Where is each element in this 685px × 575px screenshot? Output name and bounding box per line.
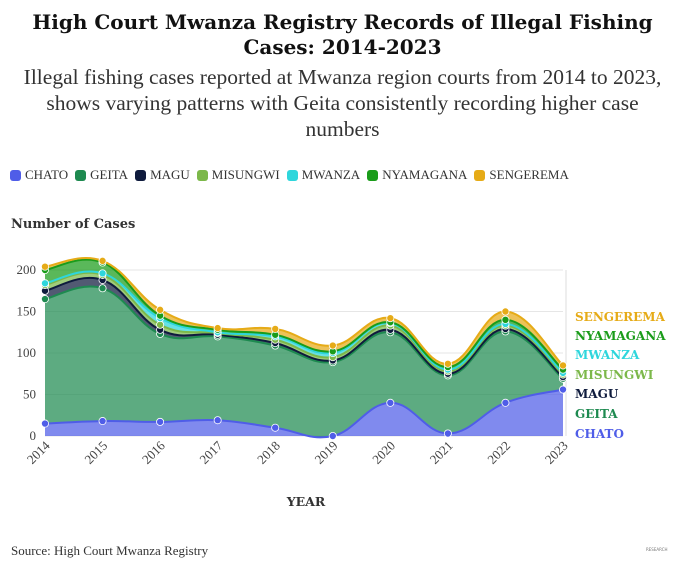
line-chato — [44, 388, 564, 439]
point-chato-2017[interactable] — [213, 416, 222, 425]
y-tick-label: 0 — [30, 428, 37, 443]
source-note: Source: High Court Mwanza Registry — [11, 543, 209, 558]
point-sengerema-2016[interactable] — [156, 305, 165, 314]
y-tick-label: 200 — [17, 262, 37, 277]
legend-label: MWANZA — [301, 167, 361, 182]
x-tick-label: 2018 — [254, 438, 283, 467]
legend-item-nyamagana[interactable]: NYAMAGANA — [367, 167, 467, 183]
point-chato-2019[interactable] — [328, 431, 337, 440]
point-sengerema-2014[interactable] — [41, 262, 50, 271]
legend-swatch — [10, 169, 21, 181]
point-nyamagana-2022[interactable] — [501, 315, 510, 324]
x-tick-label: 2021 — [427, 438, 456, 467]
point-sengerema-2017[interactable] — [213, 324, 222, 333]
chart-title: High Court Mwanza Registry Records of Il… — [32, 10, 653, 59]
watermark: RESEARCH — [646, 547, 668, 552]
x-tick-label: 2022 — [484, 438, 513, 467]
legend-item-sengerema[interactable]: SENGEREMA — [474, 167, 569, 183]
area-chato[interactable] — [45, 389, 563, 438]
point-geita-2015[interactable] — [98, 284, 107, 293]
x-tick-label: 2019 — [312, 438, 341, 467]
legend-label: MISUNGWI — [211, 167, 280, 182]
line-magu — [44, 276, 564, 378]
end-label-misungwi: MISUNGWI — [575, 368, 654, 382]
legend-item-magu[interactable]: MAGU — [135, 167, 190, 183]
x-tick-label: 2017 — [196, 438, 225, 467]
legend-label: MAGU — [150, 167, 190, 182]
point-mwanza-2014[interactable] — [41, 279, 50, 288]
legend-swatch — [75, 169, 87, 181]
chart-legend: CHATO GEITA MAGU MISUNGWI MWANZA NYAMAGANA SEN… — [10, 165, 576, 185]
point-chato-2016[interactable] — [156, 417, 165, 426]
point-mwanza-2015[interactable] — [98, 269, 107, 278]
chart-subtitle: Illegal fishing cases reported at Mwanza… — [23, 65, 662, 141]
y-axis-label: Number of Cases — [11, 217, 136, 232]
point-chato-2023[interactable] — [559, 385, 568, 394]
x-tick-label: 2015 — [81, 438, 110, 467]
point-chato-2021[interactable] — [443, 429, 452, 438]
point-chato-2014[interactable] — [41, 419, 50, 428]
x-axis-label: YEAR — [286, 494, 326, 509]
legend-swatch — [135, 169, 147, 181]
legend-swatch — [474, 169, 486, 181]
legend-item-geita[interactable]: GEITA — [75, 167, 128, 183]
point-chato-2022[interactable] — [501, 398, 510, 407]
legend-swatch — [196, 169, 208, 181]
x-tick-label: 2014 — [24, 438, 53, 467]
area-nyamagana[interactable] — [45, 259, 563, 373]
point-sengerema-2015[interactable] — [98, 256, 107, 265]
area-geita[interactable] — [45, 286, 563, 438]
line-sengerema — [44, 256, 564, 367]
end-label-chato: CHATO — [575, 427, 624, 441]
legend-label: NYAMAGANA — [382, 167, 468, 182]
y-tick-label: 150 — [17, 304, 37, 319]
y-tick-label: 100 — [17, 345, 37, 360]
end-label-geita: GEITA — [575, 407, 618, 421]
y-tick-label: 50 — [23, 387, 36, 402]
legend-item-mwanza[interactable]: MWANZA — [286, 167, 361, 183]
legend-swatch — [367, 169, 379, 181]
point-sengerema-2020[interactable] — [386, 314, 395, 323]
end-label-magu: MAGU — [575, 387, 619, 401]
end-label-sengerema: SENGEREMA — [575, 310, 666, 324]
point-misungwi-2016[interactable] — [156, 320, 165, 329]
end-label-mwanza: MWANZA — [575, 348, 640, 362]
point-chato-2015[interactable] — [98, 417, 107, 426]
point-geita-2014[interactable] — [41, 295, 50, 304]
legend-label: GEITA — [90, 167, 129, 182]
line-geita — [44, 285, 564, 380]
x-tick-label: 2020 — [369, 438, 398, 467]
x-tick-label: 2016 — [139, 438, 168, 467]
point-chato-2020[interactable] — [386, 398, 395, 407]
point-sengerema-2019[interactable] — [328, 341, 337, 350]
point-chato-2018[interactable] — [271, 423, 280, 432]
x-tick-label: 2023 — [542, 438, 571, 467]
point-sengerema-2018[interactable] — [271, 324, 280, 333]
legend-item-misungwi[interactable]: MISUNGWI — [196, 167, 280, 183]
legend-label: SENGEREMA — [489, 167, 569, 182]
point-sengerema-2021[interactable] — [443, 359, 452, 368]
line-nyamagana — [44, 258, 564, 371]
legend-label: CHATO — [25, 167, 69, 182]
point-sengerema-2022[interactable] — [501, 307, 510, 316]
end-label-nyamagana: NYAMAGANA — [575, 329, 666, 343]
line-mwanza — [44, 270, 564, 374]
point-sengerema-2023[interactable] — [559, 361, 568, 370]
legend-item-chato[interactable]: CHATO — [10, 167, 68, 183]
legend-swatch — [286, 169, 298, 181]
